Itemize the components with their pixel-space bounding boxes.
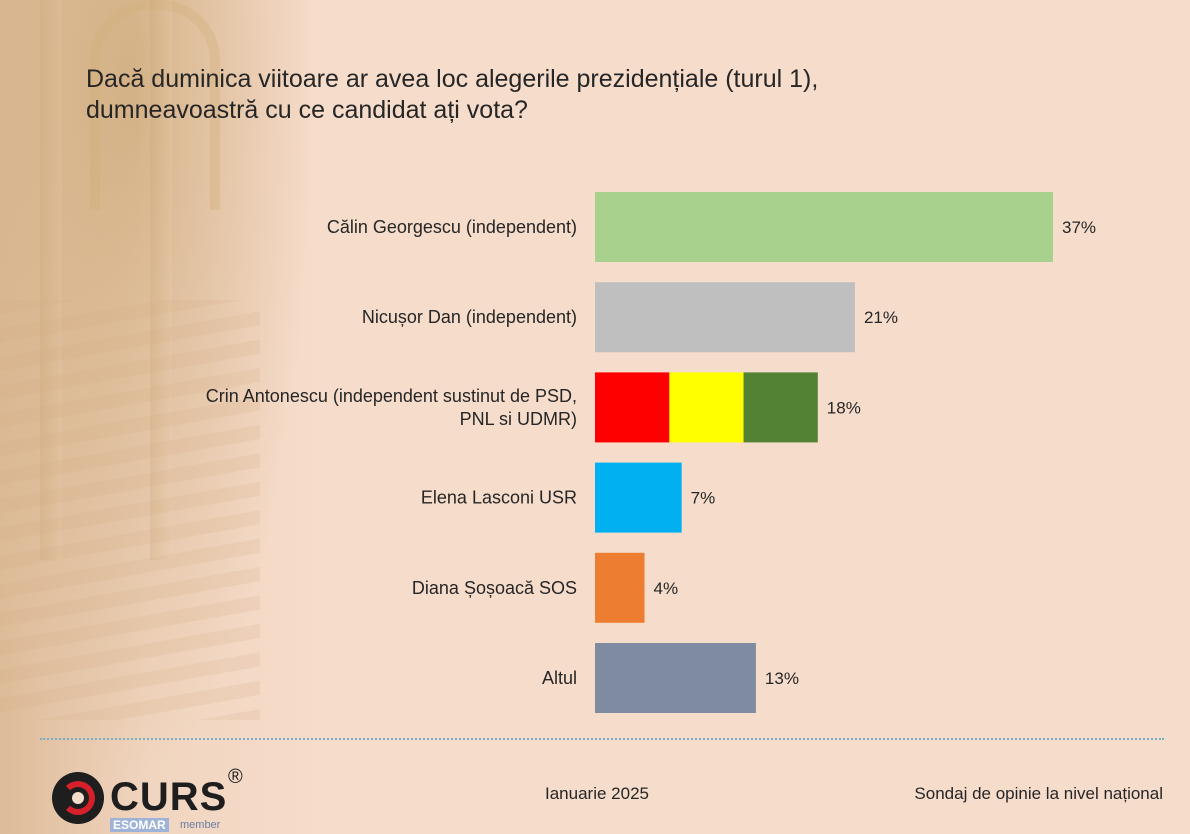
data-label: 7% (691, 489, 716, 508)
chart-title-line: Dacă duminica viitoare ar avea loc alege… (86, 65, 819, 93)
bar-segment (743, 372, 818, 443)
curs-logo: CURS ® ESOMAR member (50, 766, 260, 832)
bar (595, 192, 1053, 262)
bar-segment (595, 372, 670, 443)
esomar-member-label: member (180, 819, 221, 831)
category-label: Călin Georgescu (independent) (327, 217, 577, 237)
data-label: 4% (654, 579, 679, 598)
background-column (150, 0, 172, 560)
data-label: 21% (864, 308, 898, 327)
bar-segment (669, 372, 745, 443)
category-label: Crin Antonescu (independent sustinut de … (206, 386, 577, 429)
category-label-line: Diana Șoșoacă SOS (412, 578, 577, 598)
category-label-line: Călin Georgescu (independent) (327, 217, 577, 237)
bar (595, 282, 855, 353)
registered-mark: ® (228, 766, 243, 788)
chart-title: Dacă duminica viitoare ar avea loc alege… (86, 64, 986, 126)
chart-title-line: dumneavoastră cu ce candidat ați vota? (86, 96, 528, 124)
data-label: 13% (765, 669, 799, 688)
background-stairs (0, 300, 260, 720)
footer-survey-label: Sondaj de opinie la nivel național (914, 784, 1163, 803)
footer-date: Ianuarie 2025 (545, 784, 649, 803)
footer-divider (40, 738, 1164, 740)
category-label: Diana Șoșoacă SOS (412, 578, 577, 598)
category-label-line: Crin Antonescu (independent sustinut de … (206, 386, 577, 406)
category-label-line: PNL si UDMR) (460, 409, 577, 429)
category-label-line: Nicușor Dan (independent) (362, 307, 577, 327)
background-column (40, 0, 62, 560)
bar (595, 462, 682, 533)
category-label-line: Altul (542, 668, 577, 688)
category-label-line: Elena Lasconi USR (421, 488, 577, 508)
bar (595, 643, 756, 713)
esomar-badge: ESOMAR (110, 818, 169, 832)
category-label: Nicușor Dan (independent) (362, 307, 577, 327)
background-photo (0, 0, 330, 834)
curs-logo-text: CURS (110, 775, 228, 819)
background-arch (90, 0, 220, 210)
data-label: 37% (1062, 218, 1096, 237)
bar-chart: 37% Călin Georgescu (independent) 21% Nicuș… (206, 192, 1096, 713)
bar (595, 552, 645, 623)
category-label: Elena Lasconi USR (421, 488, 577, 508)
curs-logo-icon (52, 772, 104, 824)
category-label: Altul (542, 668, 577, 688)
data-label: 18% (827, 398, 861, 417)
